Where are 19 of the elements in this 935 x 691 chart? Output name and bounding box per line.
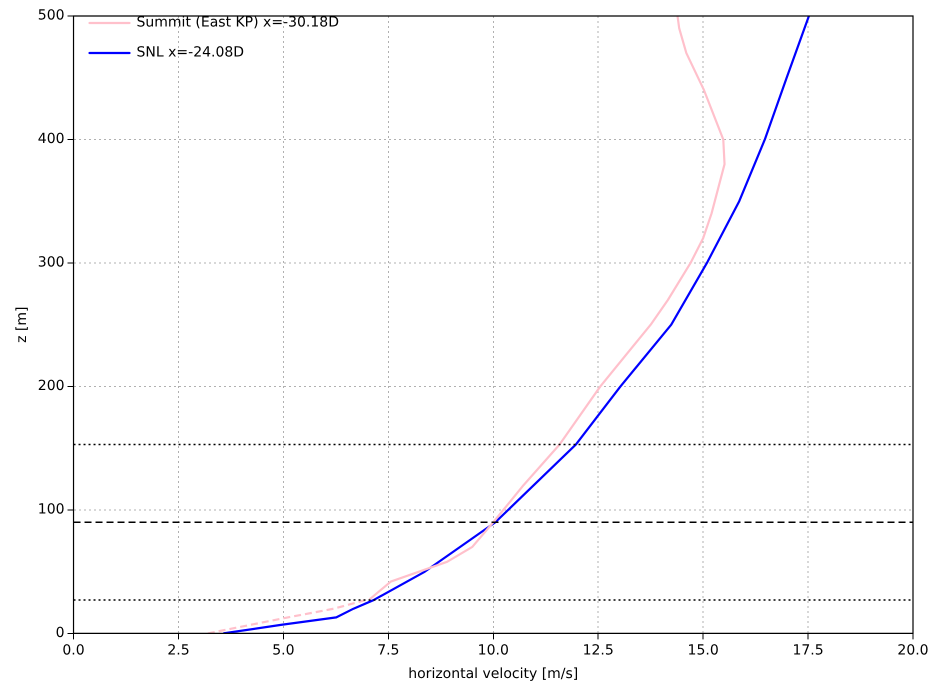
y-tick-label: 0 (56, 625, 65, 642)
x-tick-label: 12.5 (582, 642, 614, 658)
y-tick-label: 400 (38, 131, 65, 148)
y-axis-title: z [m] (14, 306, 30, 343)
x-tick-label: 7.5 (377, 642, 400, 658)
y-tick-label: 100 (38, 502, 65, 518)
legend-label: Summit (East KP) x=-30.18D (136, 14, 339, 31)
x-tick-label: 20.0 (897, 642, 929, 658)
y-tick-label: 500 (38, 8, 65, 24)
y-tick-label: 300 (38, 254, 65, 271)
x-tick-label: 10.0 (478, 642, 509, 658)
x-tick-label: 2.5 (167, 642, 190, 658)
x-tick-label: 0.0 (62, 642, 85, 658)
y-tick-label: 200 (38, 378, 65, 394)
x-tick-label: 15.0 (688, 642, 719, 658)
legend-label: SNL x=-24.08D (136, 44, 244, 61)
x-tick-label: 5.0 (272, 642, 295, 658)
x-tick-label: 17.5 (792, 642, 824, 658)
x-axis-title: horizontal velocity [m/s] (408, 666, 578, 682)
